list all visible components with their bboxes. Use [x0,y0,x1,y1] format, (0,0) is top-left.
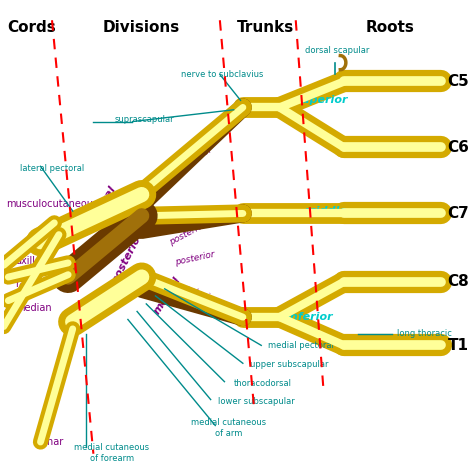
Text: anterior: anterior [179,209,215,219]
Text: radial: radial [15,279,43,289]
Text: upper subscapular: upper subscapular [250,360,328,369]
Text: medial: medial [152,275,182,317]
Text: middle: middle [305,206,348,216]
Text: C7: C7 [447,206,469,221]
Text: long thoracic: long thoracic [397,329,452,338]
Text: inferior: inferior [287,312,333,322]
Text: C5: C5 [447,74,469,89]
Text: medial cutaneous
of arm: medial cutaneous of arm [191,418,266,438]
Text: Trunks: Trunks [237,20,294,35]
Text: Divisions: Divisions [103,20,180,35]
Text: median: median [15,303,52,313]
Text: musculocutaneous: musculocutaneous [6,199,98,209]
Text: dorsal scapular: dorsal scapular [305,46,369,55]
Text: posterior: posterior [110,230,146,286]
Text: posterior: posterior [168,220,208,246]
Text: lateral pectoral: lateral pectoral [20,164,84,173]
Text: thoracodorsal: thoracodorsal [234,379,292,388]
Text: nerve to subclavius: nerve to subclavius [181,70,264,79]
Text: posterior: posterior [175,145,214,173]
Text: superior: superior [296,95,348,105]
Text: T1: T1 [447,338,468,353]
Text: suprascapular: suprascapular [114,115,174,124]
Text: C8: C8 [447,274,469,289]
Text: axillary: axillary [15,255,51,265]
Text: anterior: anterior [186,126,222,150]
Text: C6: C6 [447,140,469,155]
Text: anterior: anterior [183,283,220,305]
Text: posterior: posterior [174,250,215,267]
Text: ulnar: ulnar [38,437,64,447]
Text: medial pectoral: medial pectoral [268,341,334,350]
Text: Roots: Roots [365,20,414,35]
Text: lateral: lateral [88,184,118,224]
Text: medial cutaneous
of forearm: medial cutaneous of forearm [74,443,149,463]
Text: lower subscapular: lower subscapular [218,397,294,406]
Text: Cords: Cords [7,20,55,35]
